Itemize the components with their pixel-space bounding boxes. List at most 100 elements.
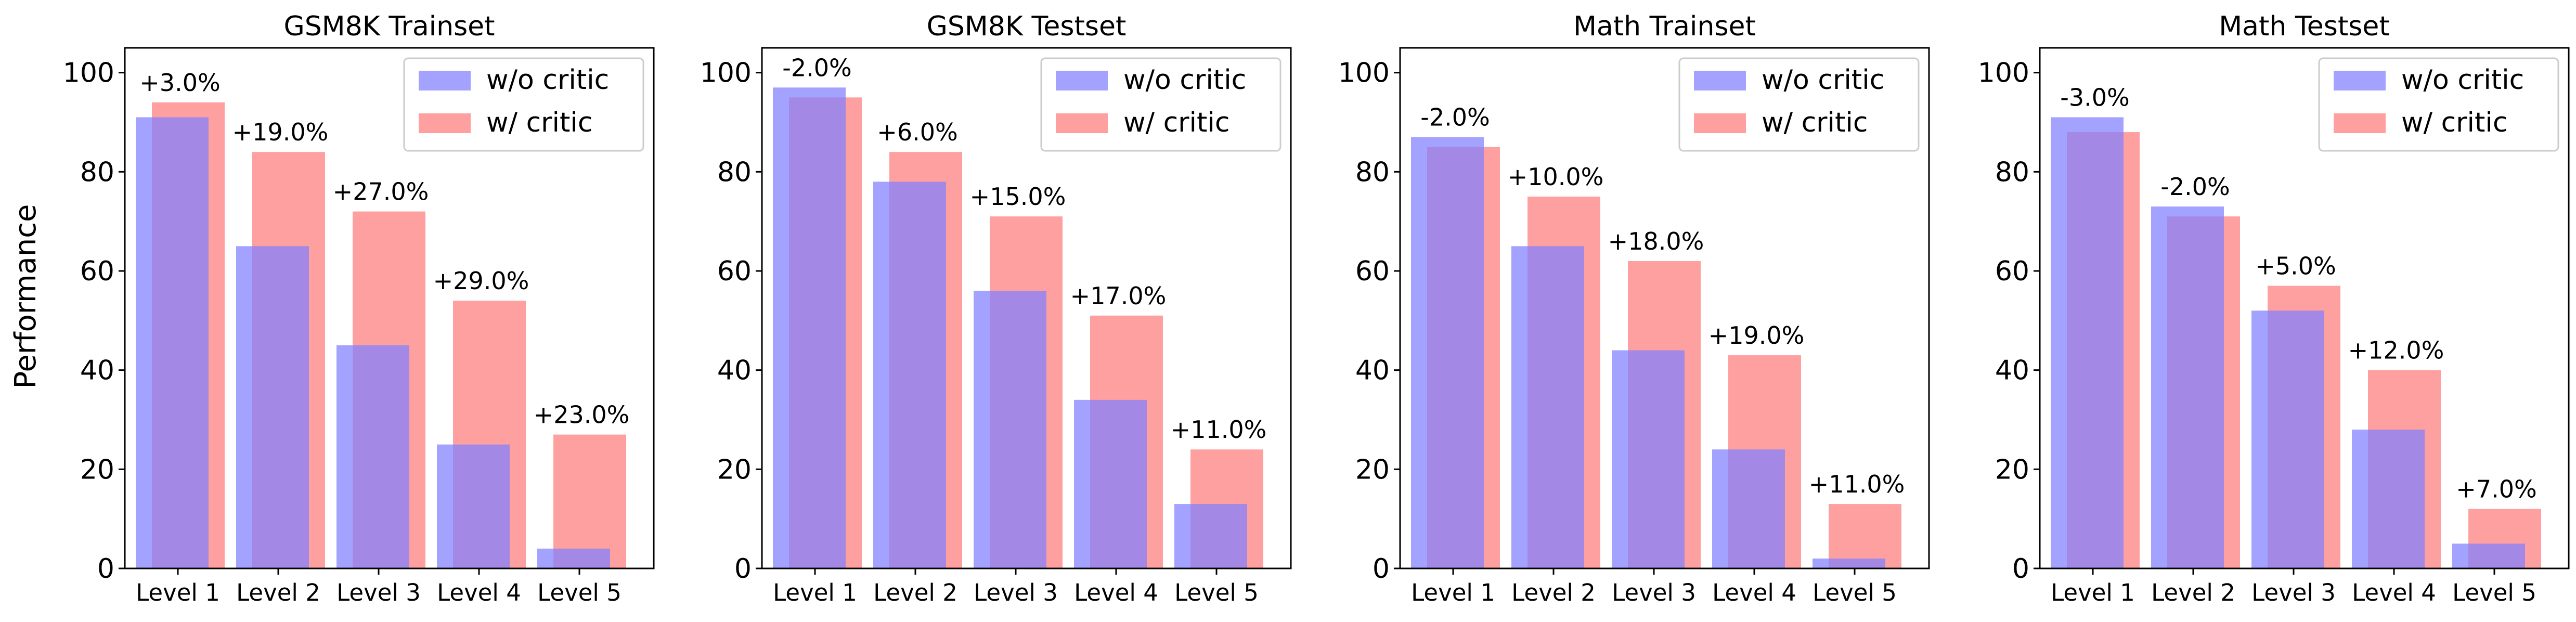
x-tick-label: Level 2	[236, 579, 320, 606]
y-tick-label: 60	[1355, 256, 1390, 287]
chart-panel: GSM8K Testset 0 20 40 60 80 100 -2.0% Level 1 +6.…	[700, 11, 1292, 606]
y-tick-label: 80	[1355, 157, 1390, 188]
chart-title: Math Trainset	[1573, 11, 1756, 42]
legend-swatch	[419, 113, 471, 133]
y-tick-label: 60	[1995, 256, 2029, 287]
y-tick-label: 0	[1373, 553, 1390, 585]
legend-label: w/o critic	[486, 64, 609, 96]
y-tick-label: 100	[1338, 58, 1390, 89]
bar-delta-label: +15.0%	[970, 183, 1066, 211]
plot-frame	[2039, 47, 2570, 569]
bar-with-critic	[1829, 504, 1901, 568]
x-tick-label: Level 3	[336, 579, 421, 606]
bar-delta-label: +19.0%	[232, 118, 329, 146]
bar-without-critic	[336, 345, 409, 568]
bar-delta-label: -2.0%	[1420, 103, 1490, 132]
legend-label: w/ critic	[1123, 107, 1229, 138]
bar-delta-label: +7.0%	[2456, 475, 2536, 503]
y-tick-label: 20	[80, 454, 114, 485]
bar-without-critic	[2452, 543, 2525, 568]
y-axis-label: Performance	[9, 204, 43, 389]
bar-without-critic	[974, 291, 1046, 568]
bar-without-critic	[2151, 206, 2224, 569]
legend-swatch	[1056, 71, 1108, 90]
x-tick-label: Level 3	[1612, 579, 1696, 606]
y-tick-label: 100	[700, 58, 752, 89]
legend-swatch	[1694, 113, 1746, 133]
bar-delta-label: +17.0%	[1070, 282, 1167, 310]
x-tick-label: Level 4	[1074, 579, 1158, 606]
y-tick-label: 80	[80, 157, 114, 188]
y-tick-label: 40	[717, 355, 752, 386]
bar-without-critic	[437, 444, 510, 568]
bar-without-critic	[537, 548, 610, 568]
bar-without-critic	[1813, 558, 1885, 568]
plot-frame	[1399, 47, 1930, 569]
bar-without-critic	[873, 182, 946, 568]
y-tick-label: 80	[717, 157, 752, 188]
legend: w/o critic w/ critic	[2318, 57, 2559, 152]
bar-delta-label: +27.0%	[333, 178, 429, 206]
legend: w/o critic w/ critic	[403, 57, 644, 152]
bar-without-critic	[2251, 310, 2324, 568]
x-tick-label: Level 2	[2151, 579, 2235, 606]
bar-delta-label: +11.0%	[1171, 416, 1267, 444]
legend-label: w/ critic	[486, 107, 592, 138]
y-tick-label: 0	[97, 553, 114, 585]
bar-delta-label: +23.0%	[534, 401, 630, 429]
bar-delta-label: -2.0%	[782, 54, 851, 82]
x-tick-label: Level 5	[2452, 579, 2536, 606]
x-tick-label: Level 4	[1712, 579, 1796, 606]
x-tick-label: Level 2	[873, 579, 957, 606]
legend: w/o critic w/ critic	[1040, 57, 1281, 152]
y-tick-label: 40	[1995, 355, 2029, 386]
bar-delta-label: -2.0%	[2160, 173, 2230, 201]
chart-panel: Math Testset 0 20 40 60 80 100 -3.0% Level 1 -2.0…	[1978, 11, 2570, 606]
x-tick-label: Level 2	[1511, 579, 1596, 606]
y-tick-label: 0	[2012, 553, 2029, 585]
plot-frame	[761, 47, 1292, 569]
bar-delta-label: +29.0%	[433, 267, 529, 295]
bar-delta-label: +12.0%	[2348, 336, 2444, 365]
bar-delta-label: +3.0%	[139, 69, 220, 97]
bar-without-critic	[1074, 399, 1147, 568]
plot-frame	[124, 47, 655, 569]
x-tick-label: Level 1	[773, 579, 857, 606]
bar-delta-label: -3.0%	[2060, 83, 2129, 111]
legend: w/o critic w/ critic	[1678, 57, 1920, 152]
bar-delta-label: +11.0%	[1809, 470, 1905, 498]
bar-without-critic	[2352, 430, 2425, 568]
x-tick-label: Level 4	[437, 579, 521, 606]
bar-delta-label: +18.0%	[1608, 227, 1704, 255]
bar-without-critic	[1712, 449, 1785, 568]
bar-delta-label: +5.0%	[2255, 252, 2336, 280]
bar-without-critic	[136, 117, 209, 568]
x-tick-label: Level 5	[1174, 579, 1259, 606]
y-tick-label: 60	[80, 256, 114, 287]
bar-without-critic	[1511, 246, 1584, 568]
chart-panel: Math Trainset 0 20 40 60 80 100 -2.0% Level 1 +10…	[1338, 11, 1930, 606]
y-tick-label: 20	[1355, 454, 1390, 485]
chart-panels: GSM8K Trainset 0 20 40 60 80 100 +3.0% Level 1 +1…	[63, 11, 2570, 606]
legend-swatch	[1694, 71, 1746, 90]
bar-without-critic	[1174, 504, 1247, 568]
chart-title: GSM8K Testset	[927, 11, 1127, 42]
bar-with-critic	[553, 434, 626, 568]
bar-delta-label: +19.0%	[1708, 321, 1805, 349]
bar-without-critic	[1612, 350, 1685, 568]
x-tick-label: Level 4	[2352, 579, 2436, 606]
legend-swatch	[2334, 113, 2386, 133]
legend-label: w/ critic	[1762, 107, 1868, 138]
bar-without-critic	[2051, 117, 2124, 568]
legend-swatch	[1056, 113, 1108, 133]
y-tick-label: 60	[717, 256, 752, 287]
chart-panel: GSM8K Trainset 0 20 40 60 80 100 +3.0% Level 1 +1…	[63, 11, 655, 606]
x-tick-label: Level 1	[136, 579, 220, 606]
legend-label: w/o critic	[1123, 64, 1246, 96]
y-tick-label: 0	[734, 553, 752, 585]
bar-without-critic	[773, 87, 846, 568]
y-tick-label: 40	[1355, 355, 1390, 386]
y-tick-label: 80	[1995, 157, 2029, 188]
y-tick-label: 100	[1978, 58, 2029, 89]
